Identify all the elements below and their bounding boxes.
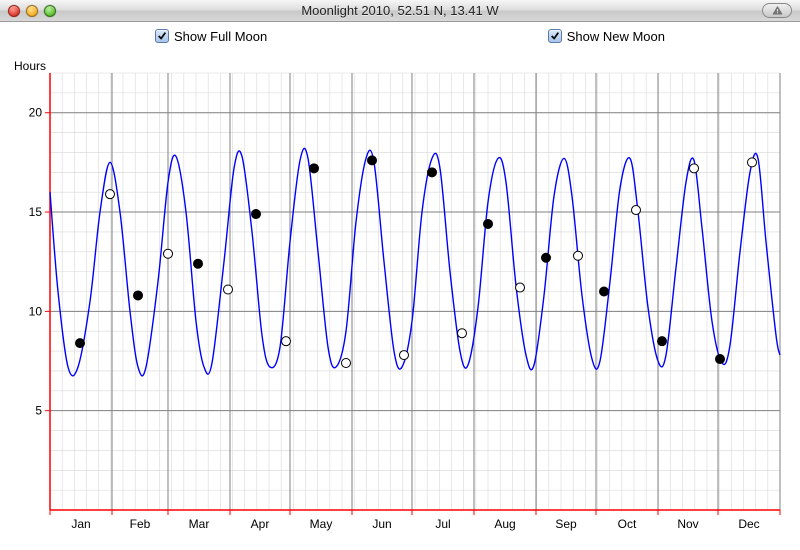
zoom-button[interactable] [44,5,56,17]
window-title: Moonlight 2010, 52.51 N, 13.41 W [0,3,800,18]
svg-text:May: May [310,517,333,531]
traffic-lights [0,5,56,17]
chart-svg: 5 10 15 20 Hours Jan Feb Mar Apr May Jun Jul Aug Sep O… [10,55,790,540]
svg-text:Feb: Feb [130,517,151,531]
svg-text:Jul: Jul [435,517,450,531]
svg-text:Oct: Oct [618,517,637,531]
titlebar[interactable]: Moonlight 2010, 52.51 N, 13.41 W [0,0,800,22]
svg-text:15: 15 [29,205,43,219]
app-window: Moonlight 2010, 52.51 N, 13.41 W Show Fu… [0,0,800,550]
svg-text:Aug: Aug [494,517,515,531]
minimize-button[interactable] [26,5,38,17]
svg-text:Jan: Jan [71,517,90,531]
show-new-moon-checkbox[interactable]: Show New Moon [548,29,665,44]
svg-text:5: 5 [35,404,42,418]
checkmark-icon [157,31,167,41]
svg-text:Apr: Apr [251,517,270,531]
svg-text:Sep: Sep [555,517,577,531]
svg-text:Jun: Jun [372,517,391,531]
checkmark-icon [550,31,560,41]
notification-badge[interactable] [762,3,792,18]
show-full-moon-checkbox[interactable]: Show Full Moon [155,29,267,44]
svg-text:20: 20 [29,106,43,120]
svg-text:Nov: Nov [677,517,698,531]
svg-text:Dec: Dec [738,517,759,531]
svg-text:Hours: Hours [14,59,46,73]
close-button[interactable] [8,5,20,17]
moonlight-chart: 5 10 15 20 Hours Jan Feb Mar Apr May Jun Jul Aug Sep O… [10,55,790,540]
controls-bar: Show Full Moon Show New Moon [0,22,800,50]
svg-text:Mar: Mar [189,517,210,531]
show-full-moon-label: Show Full Moon [174,29,267,44]
warning-icon [772,5,783,16]
show-new-moon-label: Show New Moon [567,29,665,44]
checkbox-box [155,29,169,43]
svg-text:10: 10 [29,304,43,318]
checkbox-box [548,29,562,43]
